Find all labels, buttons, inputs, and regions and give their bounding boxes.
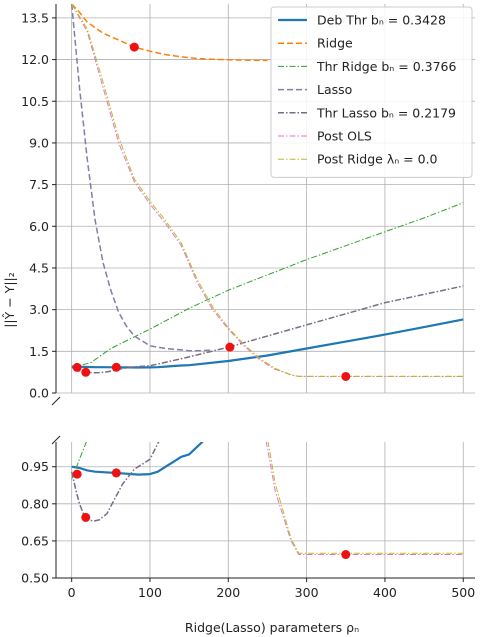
legend-label: Post OLS [317, 129, 372, 144]
y-tick-label: 12.0 [21, 52, 49, 67]
x-tick-label: 200 [216, 585, 240, 600]
series-line-4-panel-1 [70, 442, 160, 522]
axis-break-mark [51, 396, 61, 406]
marker-point [72, 469, 82, 479]
series-line-1-panel-0 [71, 4, 268, 62]
y-tick-label: 7.5 [29, 177, 49, 192]
series-line-0-panel-0 [71, 318, 464, 369]
y-tick-label: 3.0 [29, 302, 49, 317]
series-line-3-panel-0 [70, 4, 213, 352]
y-tick-label: 4.5 [29, 260, 49, 275]
x-tick-label: 0 [68, 585, 76, 600]
x-tick-label: 400 [373, 585, 397, 600]
legend-label: Lasso [317, 82, 352, 97]
marker-point [341, 550, 351, 560]
series-line-5-panel-1 [265, 442, 464, 555]
y-axis-label: ||Ŷ − Y||₂ [2, 272, 17, 328]
y-tick-label: 9.0 [29, 135, 49, 150]
y-tick-label: 0.0 [29, 386, 49, 401]
x-tick-label: 100 [138, 585, 162, 600]
legend-label: Ridge [317, 36, 353, 51]
marker-point [341, 371, 351, 381]
series-line-0-panel-1 [71, 442, 204, 476]
marker-point [129, 42, 139, 52]
legend-label: Thr Ridge bₙ = 0.3766 [316, 59, 456, 74]
x-axis-label: Ridge(Lasso) parameters ρₙ [185, 620, 359, 635]
x-tick-label: 300 [295, 585, 319, 600]
marker-point [81, 367, 91, 377]
series-line-2-panel-0 [71, 202, 464, 369]
y-tick-label: 0.95 [21, 459, 49, 474]
series-line-4-panel-0 [71, 285, 464, 374]
axis-break-mark [51, 435, 61, 445]
axes-frame [51, 4, 475, 579]
series-line-6-panel-1 [267, 442, 464, 554]
ticks: 0.0 1.5 3.0 4.5 6.0 7.5 9.0 10.5 12.0 13.5 0.50 0.6… [21, 10, 475, 600]
y-tick-label: 1.5 [29, 344, 49, 359]
y-tick-label: 0.50 [21, 571, 49, 586]
x-tick-label: 500 [451, 585, 475, 600]
y-tick-label: 6.0 [29, 219, 49, 234]
legend-label: Thr Lasso bₙ = 0.2179 [316, 105, 456, 120]
y-tick-label: 10.5 [21, 94, 49, 109]
marker-point [225, 342, 235, 352]
legend: Deb Thr bₙ = 0.3428 Ridge Thr Ridge bₙ = 0… [270, 6, 473, 178]
legend-label: Post Ridge λₙ = 0.0 [317, 152, 438, 167]
legend-box [270, 6, 473, 178]
legend-label: Deb Thr bₙ = 0.3428 [317, 13, 446, 28]
y-tick-label: 13.5 [21, 10, 49, 25]
series-line-6-panel-0 [71, 4, 464, 377]
markers [72, 42, 351, 560]
marker-point [111, 468, 121, 478]
marker-point [111, 362, 121, 372]
y-tick-label: 0.80 [21, 496, 49, 511]
marker-point [72, 362, 82, 372]
marker-point [81, 512, 91, 522]
y-tick-label: 0.65 [21, 533, 49, 548]
